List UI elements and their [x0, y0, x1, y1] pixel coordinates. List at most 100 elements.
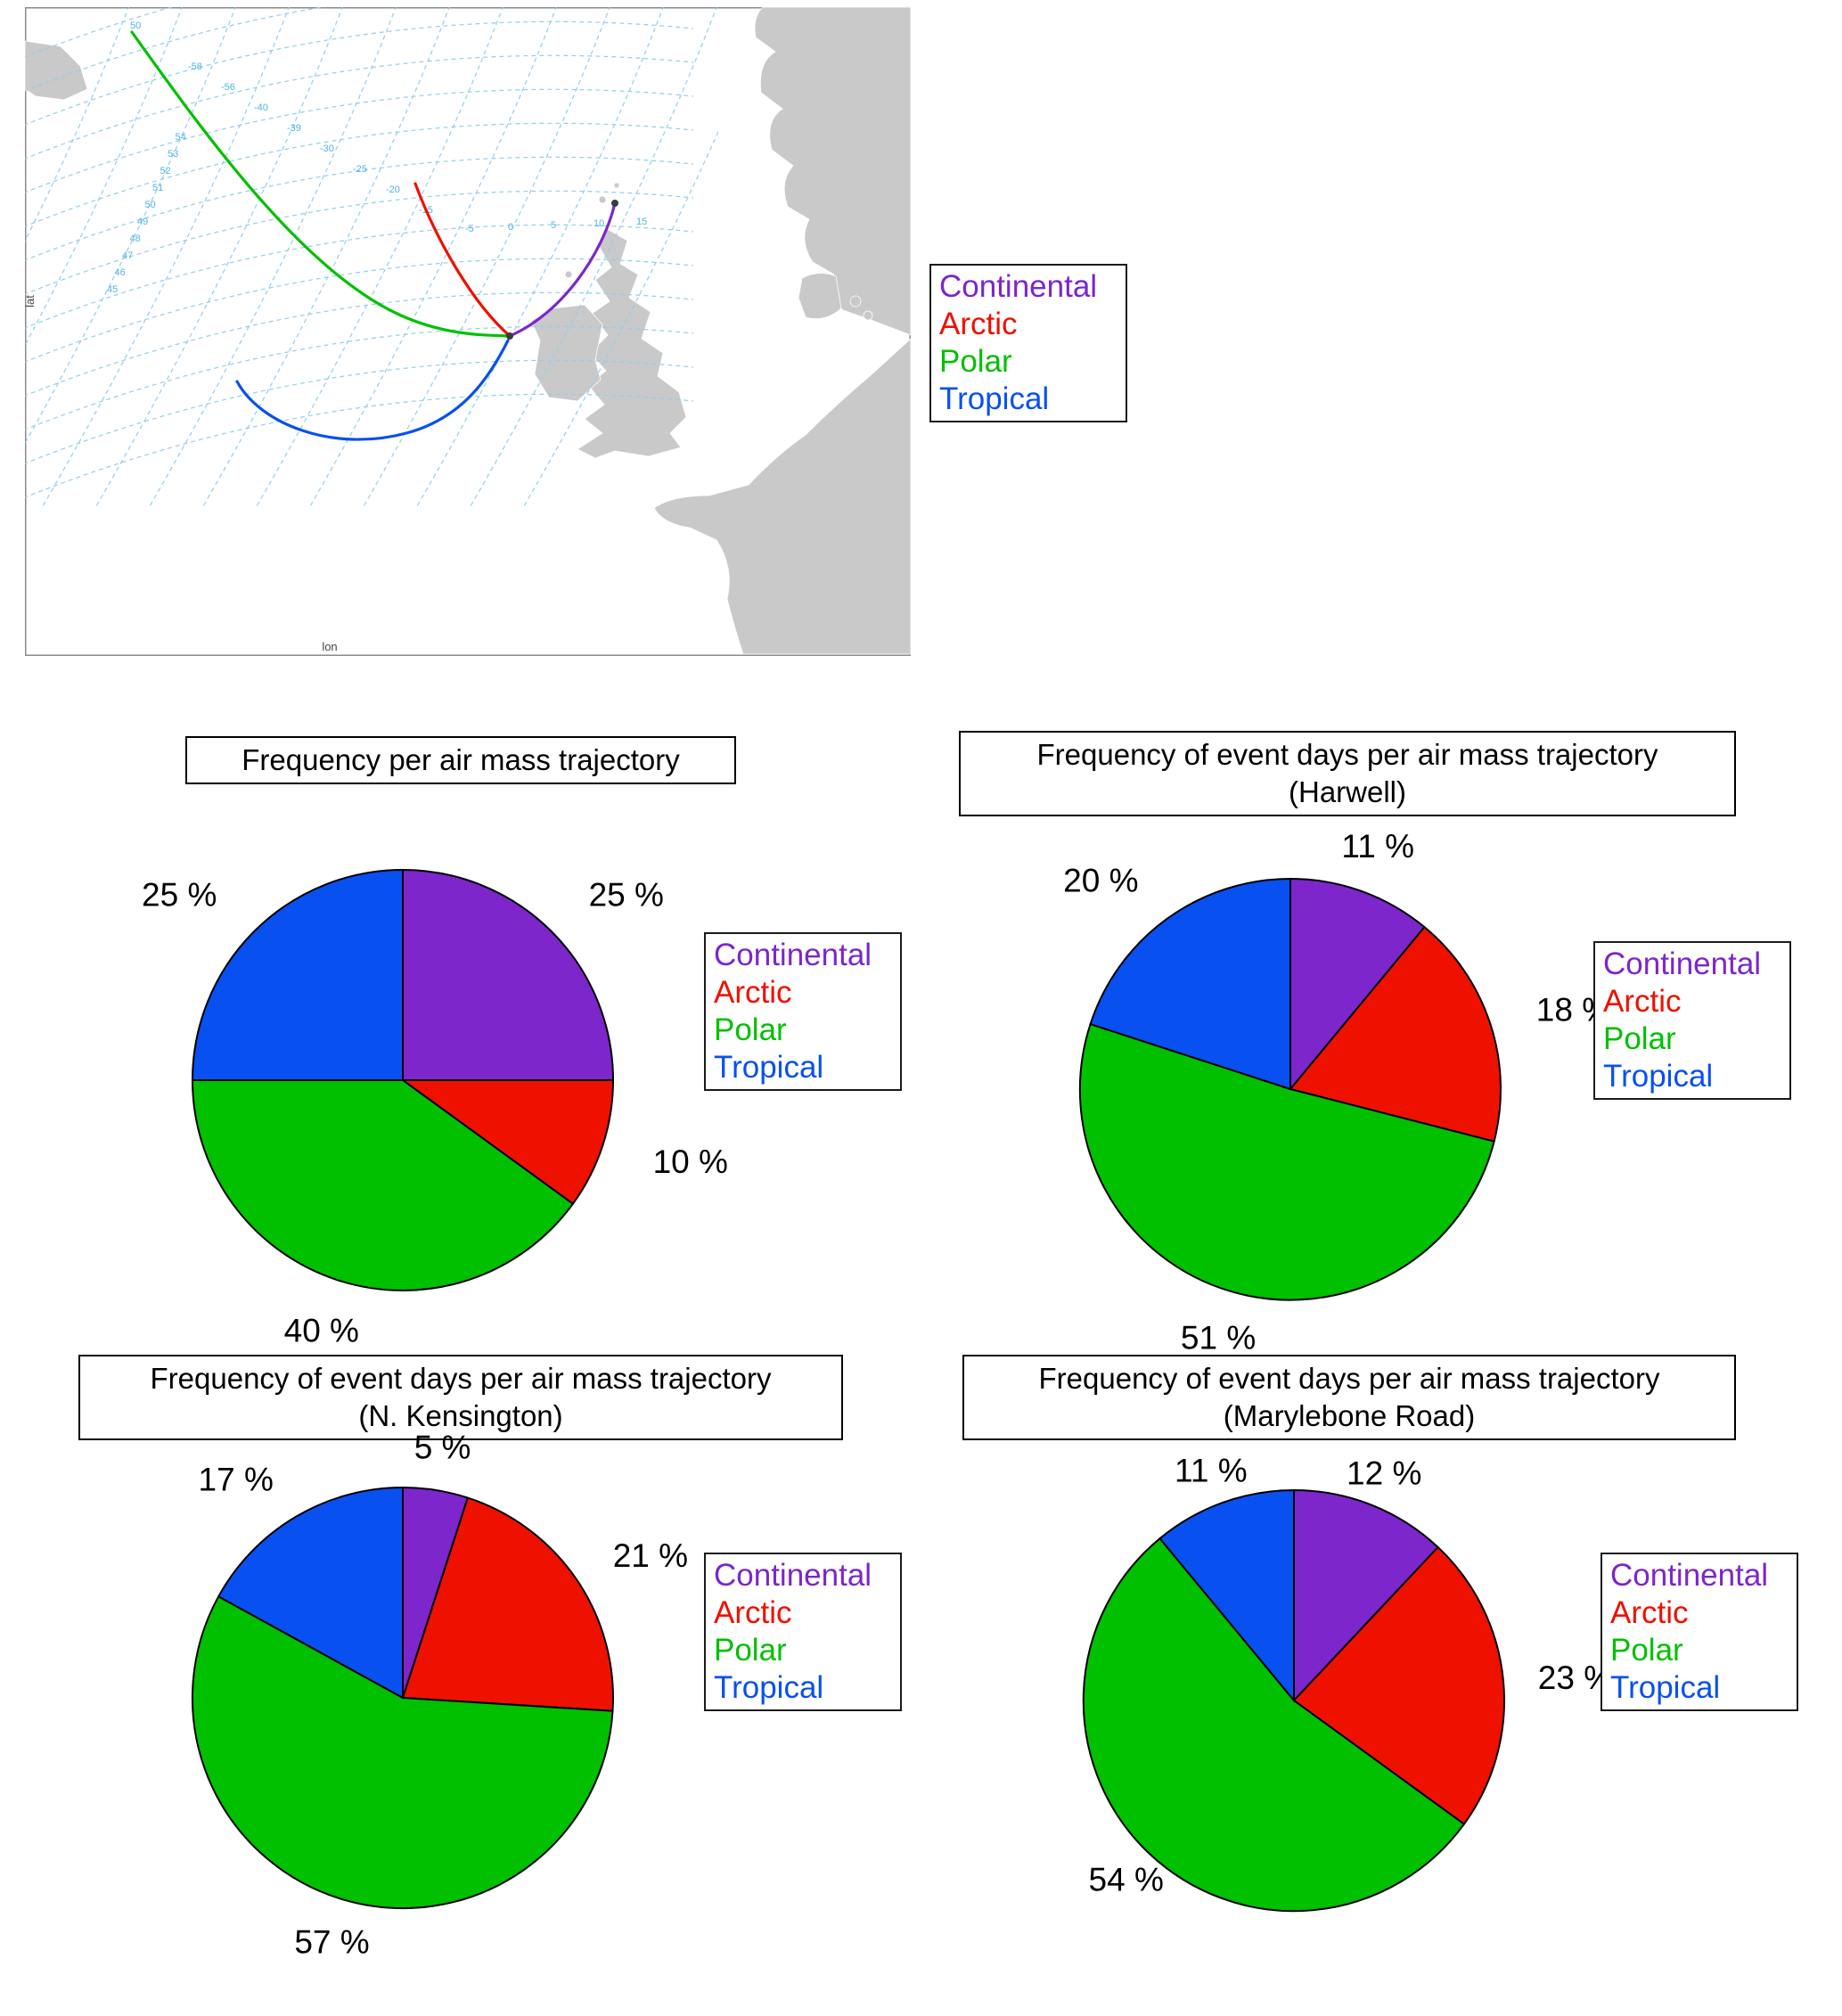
graticule-label: 10 [594, 218, 604, 229]
legend-item-continental: Continental [939, 269, 1098, 304]
pie3-legend: Continental Arctic Polar Tropical [704, 1553, 902, 1711]
land-island [849, 295, 862, 307]
pie-slice-arctic [1289, 925, 1502, 1143]
graticule-label: 53 [168, 149, 178, 160]
graticule-line [149, 7, 397, 507]
graticule-line [416, 7, 664, 507]
graticule-line [25, 122, 694, 227]
graticule-label: 45 [107, 284, 118, 295]
pie-slice-arctic [399, 1079, 615, 1206]
graticule-label: 0 [508, 222, 513, 233]
pie2-legend: Continental Arctic Polar Tropical [1593, 941, 1791, 1100]
graticule-line [42, 7, 290, 507]
pie-label-continental: 5 % [414, 1430, 471, 1466]
pie-label-tropical: 25 % [142, 876, 217, 913]
pie-slice-tropical [1089, 877, 1291, 1091]
pie-label-arctic: 21 % [613, 1537, 688, 1574]
graticule-label: -40 [254, 102, 268, 113]
graticule-label: 48 [130, 234, 141, 244]
map-legend: Continental Arctic Polar Tropical [929, 264, 1127, 422]
land-denmark [798, 273, 842, 320]
pie-slice-polar [191, 1079, 575, 1291]
pie-label-polar: 40 % [284, 1313, 359, 1349]
pie3-title-line2: (N. Kensington) [358, 1399, 563, 1433]
pie-label-continental: 25 % [589, 876, 664, 913]
graticule-line [25, 20, 694, 126]
legend-item-arctic: Arctic [714, 975, 792, 1010]
map-graticule [25, 7, 718, 507]
graticule-label: -58 [188, 61, 202, 72]
map-graticule-labels: 45464748495051525354-58-56-40-39-30-25-2… [107, 20, 647, 295]
pie-label-tropical: 11 % [1175, 1452, 1248, 1488]
legend-item-continental: Continental [714, 938, 872, 972]
pie-label-arctic: 10 % [653, 1143, 728, 1180]
pie-chart-n-kensington: 5 % 21 % 57 % 17 % [192, 1430, 688, 1961]
pie-label-continental: 11 % [1341, 828, 1414, 865]
legend-item-polar: Polar [714, 1012, 787, 1047]
legend-item-polar: Polar [1603, 1021, 1676, 1056]
graticule-label: 51 [152, 183, 163, 193]
pie-slice-polar [192, 1594, 614, 1910]
graticule-line [523, 130, 718, 507]
legend-item-tropical: Tropical [714, 1050, 824, 1085]
pie-slice-continental [1293, 1488, 1440, 1703]
graticule-label: 50 [145, 200, 156, 210]
pie1-title-line1: Frequency per air mass trajectory [242, 743, 680, 776]
graticule-line [256, 7, 503, 507]
graticule-label: -30 [320, 143, 334, 154]
graticule-label: -39 [287, 123, 301, 134]
pie3-title-line1: Frequency of event days per air mass tra… [150, 1362, 772, 1395]
pie-slice-tropical [1158, 1488, 1295, 1703]
graticule-label: 5 [551, 220, 556, 231]
pie-chart-harwell: 11 %18 %51 %20 % [1063, 828, 1611, 1356]
graticule-line [95, 7, 343, 507]
graticule-line [25, 325, 694, 430]
graticule-label: -5 [465, 224, 474, 234]
legend-item-arctic: Arctic [714, 1595, 792, 1630]
legend-item-continental: Continental [1610, 1558, 1769, 1593]
pie-label-polar: 57 % [294, 1924, 369, 1961]
pie4-title-line1: Frequency of event days per air mass tra… [1038, 1362, 1660, 1395]
trajectory-start-dot [611, 200, 618, 207]
trajectory-arctic [413, 182, 512, 338]
pie3-title: Frequency of event days per air mass tra… [78, 1355, 843, 1441]
graticule-line [25, 291, 694, 397]
pie2-title: Frequency of event days per air mass tra… [959, 731, 1736, 817]
pie-chart-overall: 25 % 10 % 40 % 25 % [142, 868, 728, 1349]
legend-item-tropical: Tropical [1603, 1059, 1714, 1094]
graticule-label: 15 [636, 217, 647, 227]
graticule-line [25, 258, 694, 363]
legend-item-arctic: Arctic [1603, 984, 1682, 1019]
graticule-line [25, 54, 694, 160]
graticule-line [25, 7, 236, 445]
graticule-line [470, 7, 717, 507]
land-island [613, 182, 620, 189]
land-continental-europe [653, 338, 911, 655]
trajectory-continental [508, 201, 617, 338]
graticule-line [25, 359, 694, 464]
land-isle-of-man [564, 270, 573, 279]
trajectory-polar [130, 30, 512, 338]
pie2-title-line2: (Harwell) [1289, 775, 1406, 809]
pie1-legend: Continental Arctic Polar Tropical [704, 932, 902, 1091]
graticule-line [25, 393, 694, 498]
land-ireland [530, 304, 603, 402]
graticule-line [25, 190, 694, 295]
graticule-line [25, 7, 129, 242]
legend-item-tropical: Tropical [714, 1670, 824, 1705]
land-island [598, 195, 607, 204]
pie-label-tropical: 20 % [1063, 862, 1138, 898]
pie-slice-arctic [401, 1496, 614, 1712]
map-xlabel: lon [322, 640, 337, 653]
graticule-label: 50 [130, 20, 141, 31]
land-great-britain [577, 227, 687, 459]
graticule-line [202, 7, 450, 507]
pie-slice-polar [1078, 1022, 1495, 1301]
graticule-line [309, 7, 557, 507]
pie-slice-continental [402, 868, 615, 1081]
pie4-legend: Continental Arctic Polar Tropical [1600, 1553, 1798, 1711]
graticule-line [25, 156, 694, 261]
pie-slice-arctic [1292, 1545, 1505, 1826]
pie4-title: Frequency of event days per air mass tra… [962, 1355, 1736, 1441]
